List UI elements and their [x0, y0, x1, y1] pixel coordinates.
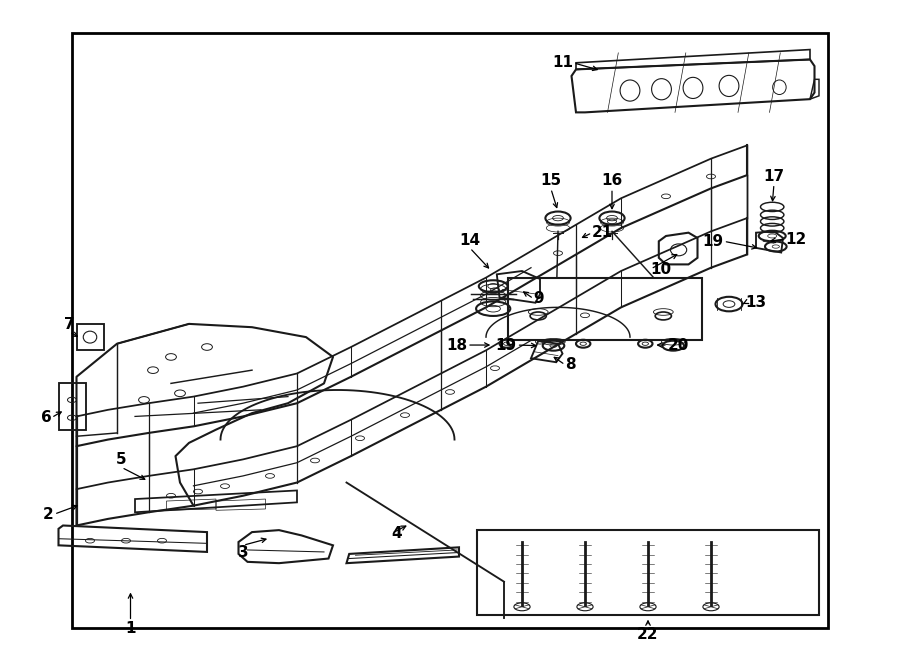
Text: 9: 9 — [534, 292, 544, 306]
Text: 5: 5 — [116, 452, 127, 467]
Text: 8: 8 — [565, 358, 576, 372]
Text: 17: 17 — [763, 169, 785, 184]
Ellipse shape — [640, 603, 656, 611]
Text: 18: 18 — [446, 338, 467, 352]
Text: 10: 10 — [651, 262, 671, 276]
Text: 11: 11 — [553, 56, 573, 70]
Text: 3: 3 — [238, 545, 248, 561]
Text: 16: 16 — [601, 173, 623, 188]
Text: 15: 15 — [540, 173, 562, 188]
Text: 12: 12 — [786, 232, 807, 247]
Ellipse shape — [577, 603, 593, 611]
Bar — [477, 530, 819, 615]
Text: 1: 1 — [125, 621, 136, 637]
Text: 6: 6 — [40, 410, 51, 425]
Text: 4: 4 — [392, 526, 402, 541]
Ellipse shape — [514, 603, 530, 611]
Text: 14: 14 — [459, 233, 481, 248]
Text: 21: 21 — [592, 225, 614, 240]
Text: 19: 19 — [496, 338, 517, 352]
Text: 2: 2 — [43, 507, 54, 522]
Text: 13: 13 — [745, 295, 766, 310]
Text: 22: 22 — [637, 627, 659, 642]
Ellipse shape — [703, 603, 719, 611]
Text: 7: 7 — [64, 317, 75, 332]
Bar — [508, 278, 702, 340]
Text: 19: 19 — [703, 234, 724, 249]
Text: 20: 20 — [668, 338, 689, 352]
